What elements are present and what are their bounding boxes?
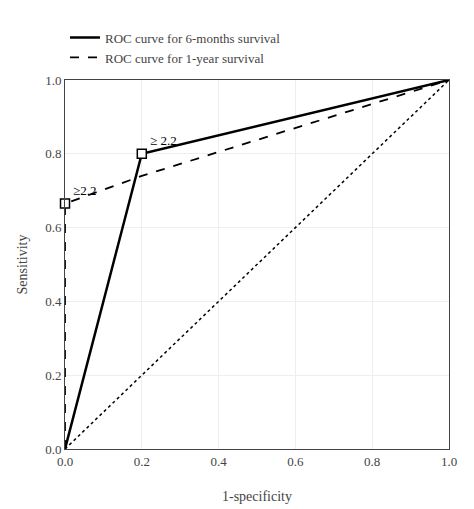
svg-text:0.4: 0.4: [45, 294, 62, 309]
svg-text:0.2: 0.2: [134, 454, 150, 469]
svg-text:0.8: 0.8: [364, 454, 380, 469]
svg-text:1.0: 1.0: [441, 454, 457, 469]
svg-text:0.0: 0.0: [45, 442, 61, 457]
svg-text:1.0: 1.0: [45, 73, 61, 88]
svg-text:ROC curve for 1-year survival: ROC curve for 1-year survival: [105, 51, 264, 66]
svg-text:0.8: 0.8: [45, 146, 61, 161]
svg-text:ROC curve for 6-months surviva: ROC curve for 6-months survival: [105, 31, 280, 46]
svg-text:0.0: 0.0: [57, 454, 73, 469]
svg-text:0.2: 0.2: [45, 368, 61, 383]
svg-text:≥2.2: ≥2.2: [73, 183, 96, 198]
svg-text:0.6: 0.6: [287, 454, 304, 469]
svg-text:0.4: 0.4: [210, 454, 227, 469]
svg-text:0.6: 0.6: [45, 220, 62, 235]
svg-text:Sensitivity: Sensitivity: [15, 235, 30, 295]
svg-text:1-specificity: 1-specificity: [222, 489, 292, 504]
svg-text:≥ 2.2: ≥ 2.2: [150, 133, 177, 148]
